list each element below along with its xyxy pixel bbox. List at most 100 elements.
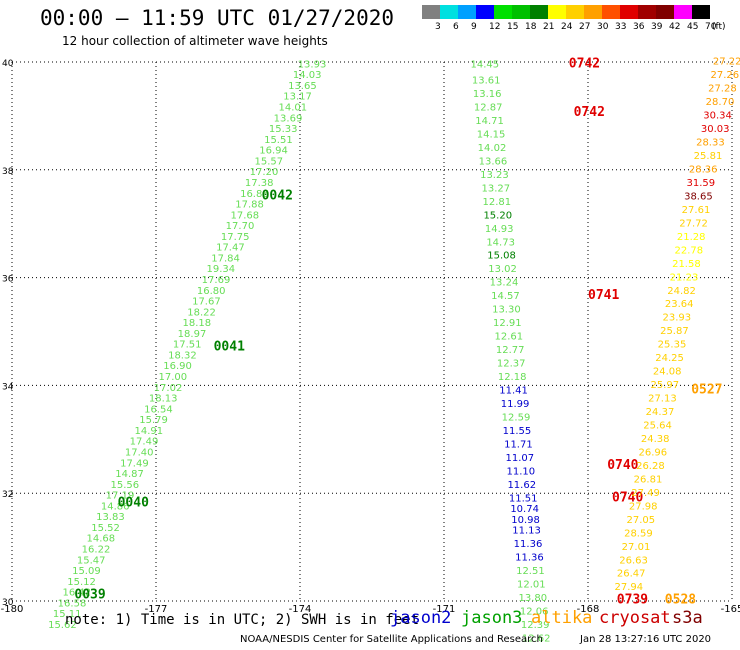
wave-height-value: 27.61 — [682, 205, 711, 216]
lat-tick-label: 32 — [2, 490, 13, 500]
wave-height-value: 16.42 — [62, 588, 91, 599]
footer-timestamp: Jan 28 13:27:16 UTC 2020 — [580, 634, 712, 645]
pass-time-label: 0742 — [569, 56, 600, 71]
legend-label: 39 — [651, 22, 663, 32]
legend-swatch — [422, 5, 440, 19]
color-legend — [422, 5, 710, 19]
wave-height-value: 30.03 — [701, 124, 730, 135]
lon-tick-label: -177 — [145, 604, 168, 615]
wave-height-value: 15.12 — [67, 577, 96, 588]
pass-time-label: 0740 — [612, 490, 643, 505]
lat-tick-label: 36 — [2, 275, 14, 285]
wave-height-value: 21.23 — [670, 272, 699, 283]
wave-height-value: 11.71 — [504, 439, 533, 450]
wave-height-value: 27.01 — [622, 542, 651, 553]
wave-height-value: 17.49 — [120, 458, 149, 469]
wave-height-value: 12.81 — [482, 197, 511, 208]
legend-label: 3 — [435, 22, 441, 32]
wave-height-value: 15.62 — [48, 620, 77, 631]
wave-height-value: 25.81 — [694, 151, 723, 162]
wave-height-value: 13.24 — [490, 278, 519, 289]
wave-height-value: 17.68 — [230, 210, 259, 221]
wave-height-value: 17.38 — [245, 178, 274, 189]
satellite-label: cryosat — [599, 608, 671, 628]
wave-height-value: 22.78 — [674, 245, 703, 256]
wave-height-value: 17.00 — [158, 372, 187, 383]
wave-height-value: 15.20 — [483, 210, 512, 221]
page-subtitle: 12 hour collection of altimeter wave hei… — [62, 34, 328, 48]
legend-label: 24 — [561, 22, 573, 32]
wave-height-value: 15.57 — [254, 156, 283, 167]
lon-tick-label: -180 — [1, 604, 24, 615]
wave-height-value: 17.69 — [202, 275, 231, 286]
legend-label: 12 — [489, 22, 501, 32]
wave-height-value: 15.33 — [269, 124, 298, 135]
wave-height-value: 14.87 — [115, 469, 144, 480]
wave-height-value: 14.68 — [86, 534, 115, 545]
wave-height-value: 13.93 — [298, 59, 327, 70]
wave-height-value: 27.05 — [626, 515, 655, 526]
wave-height-value: 12.06 — [520, 606, 549, 617]
lat-tick-label: 30 — [2, 598, 14, 608]
wave-height-value: 25.35 — [658, 340, 687, 351]
wave-height-value: 15.08 — [487, 251, 516, 262]
wave-height-value: 11.36 — [515, 553, 544, 564]
wave-height-value: 17.47 — [216, 243, 245, 254]
legend-label: 15 — [507, 22, 519, 32]
wave-height-value: 16.94 — [259, 146, 288, 157]
wave-height-value: 28.59 — [624, 528, 653, 539]
wave-height-value: 27.72 — [679, 218, 708, 229]
wave-height-value: 16.80 — [197, 286, 226, 297]
satellite-label: altika — [531, 608, 593, 628]
wave-height-value: 13.16 — [473, 89, 502, 100]
pass-time-label: 0040 — [118, 496, 149, 511]
wave-height-value: 24.25 — [655, 353, 684, 364]
wave-height-value: 26.63 — [619, 555, 648, 566]
wave-height-value: 14.45 — [470, 59, 499, 70]
wave-height-value: 12.77 — [496, 345, 525, 356]
legend-swatch — [584, 5, 602, 19]
satellite-label: jason2 — [390, 608, 452, 628]
legend-label: 42 — [669, 22, 681, 32]
legend-swatch — [620, 5, 638, 19]
wave-height-value: 26.81 — [634, 474, 663, 485]
lon-tick-label: -165 — [721, 604, 740, 615]
wave-height-value: 12.62 — [522, 633, 551, 644]
wave-height-value: 10.74 — [510, 504, 539, 515]
wave-height-value: 18.22 — [187, 307, 216, 318]
wave-height-value: 12.51 — [516, 566, 545, 577]
legend-label: 27 — [579, 22, 591, 32]
wave-height-value: 16.54 — [144, 404, 173, 415]
wave-height-value: 17.70 — [226, 221, 255, 232]
legend-label: 36 — [633, 22, 645, 32]
wave-height-value: 25.97 — [650, 380, 679, 391]
legend-swatch — [440, 5, 458, 19]
wave-height-value: 23.93 — [662, 313, 691, 324]
wave-height-value: 17.02 — [154, 383, 183, 394]
wave-height-value: 11.62 — [507, 480, 536, 491]
wave-height-value: 11.99 — [501, 399, 530, 410]
wave-height-value: 14.57 — [491, 291, 520, 302]
wave-height-value: 24.38 — [641, 434, 670, 445]
legend-swatch — [494, 5, 512, 19]
legend-label: 70 — [705, 22, 717, 32]
satellite-label: s3a — [672, 608, 703, 628]
legend-label: 21 — [543, 22, 555, 32]
legend-swatch — [602, 5, 620, 19]
wave-height-value: 18.18 — [182, 318, 211, 329]
wave-height-value: 14.01 — [278, 103, 307, 114]
wave-height-value: 16.90 — [163, 361, 192, 372]
wave-height-value: 14.02 — [478, 143, 507, 154]
wave-height-value: 12.18 — [498, 372, 527, 383]
wave-height-value: 25.64 — [643, 421, 672, 432]
wave-height-value: 27.26 — [710, 70, 739, 81]
legend-swatch — [548, 5, 566, 19]
wave-height-value: 14.91 — [134, 426, 163, 437]
legend-label: 18 — [525, 22, 537, 32]
legend-swatch — [638, 5, 656, 19]
wave-height-value: 13.80 — [518, 593, 547, 604]
footer-credit: NOAA/NESDIS Center for Satellite Applica… — [240, 634, 543, 645]
wave-height-value: 17.49 — [130, 437, 159, 448]
lat-tick-label: 38 — [2, 167, 14, 177]
satellite-label: jason3 — [461, 608, 523, 628]
